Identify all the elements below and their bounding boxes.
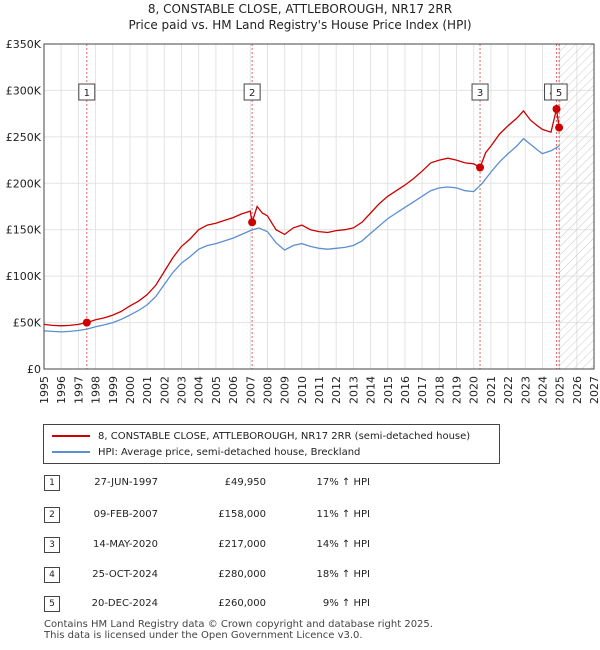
x-tick-label: 2027 [588, 376, 600, 404]
sale-label-box: 1 [78, 83, 96, 101]
x-tick-label: 2006 [227, 376, 240, 404]
sale-number-badge: 5 [44, 596, 60, 612]
sale-label-box: 5 [550, 83, 568, 101]
sale-label-box: 2 [243, 83, 261, 101]
chart-title: 8, CONSTABLE CLOSE, ATTLEBOROUGH, NR17 2… [147, 2, 453, 16]
legend-swatch-hpi [52, 451, 90, 453]
sale-point [248, 218, 257, 227]
footer-licence: This data is licensed under the Open Gov… [44, 630, 363, 641]
sale-number-badge: 4 [44, 567, 60, 583]
sale-date: 25-OCT-2024 [92, 569, 158, 580]
sale-date: 20-DEC-2024 [91, 598, 158, 609]
y-tick-label: £350K [6, 38, 42, 51]
sale-number-badge: 3 [44, 537, 60, 553]
x-tick-label: 2010 [296, 376, 309, 404]
x-tick-label: 2007 [244, 376, 257, 404]
x-tick-label: 2022 [502, 376, 515, 404]
sale-date: 09-FEB-2007 [93, 509, 158, 520]
x-tick-label: 2002 [158, 376, 171, 404]
x-tick-label: 2021 [485, 376, 498, 404]
y-tick-label: £150K [6, 224, 42, 237]
sale-label-text: 2 [249, 88, 255, 99]
x-tick-label: 2008 [261, 376, 274, 404]
x-tick-label: 2000 [124, 376, 137, 404]
sale-number-badge: 2 [44, 507, 60, 523]
sale-point [552, 105, 561, 113]
x-tick-label: 2018 [433, 376, 446, 404]
sale-point [82, 318, 91, 327]
x-tick-label: 2003 [176, 376, 189, 404]
table-row: 1 27-JUN-1997 £49,950 17% ↑ HPI [0, 474, 600, 492]
sale-label-text: 1 [84, 88, 90, 99]
sale-point [555, 123, 564, 132]
sale-price: £260,000 [218, 598, 266, 609]
plot-border [43, 43, 595, 370]
x-tick-label: 2025 [554, 376, 567, 404]
y-tick-label: £200K [6, 177, 42, 190]
sale-hpi-diff: 9% ↑ HPI [322, 598, 370, 609]
sale-hpi-diff: 11% ↑ HPI [316, 509, 370, 520]
x-tick-label: 2016 [399, 376, 412, 404]
sale-hpi-diff: 14% ↑ HPI [316, 539, 370, 550]
x-tick-label: 2020 [468, 376, 481, 404]
sale-label-text: 5 [556, 88, 562, 99]
sale-price: £280,000 [218, 569, 266, 580]
x-tick-label: 2023 [519, 376, 532, 404]
sale-label-text: 3 [477, 88, 483, 99]
price-chart: 12345 £0£50K£100K£150K£200K£250K£300K£35… [6, 38, 600, 404]
hpi-series-line [43, 137, 560, 333]
x-tick-label: 2004 [193, 376, 206, 404]
x-tick-label: 1998 [90, 376, 103, 404]
legend: 8, CONSTABLE CLOSE, ATTLEBOROUGH, NR17 2… [43, 424, 500, 464]
sale-price: £158,000 [218, 509, 266, 520]
x-tick-label: 2009 [279, 376, 292, 404]
x-tick-label: 2015 [382, 376, 395, 404]
property-series-line [43, 108, 560, 327]
x-tick-label: 2005 [210, 376, 223, 404]
legend-label-property: 8, CONSTABLE CLOSE, ATTLEBOROUGH, NR17 2… [98, 431, 471, 442]
legend-label-hpi: HPI: Average price, semi-detached house,… [98, 447, 361, 458]
y-tick-label: £300K [6, 84, 42, 97]
table-row: 3 14-MAY-2020 £217,000 14% ↑ HPI [0, 536, 600, 554]
footer-copyright: Contains HM Land Registry data © Crown c… [44, 619, 433, 630]
x-tick-label: 2019 [451, 376, 464, 404]
y-tick-label: £250K [6, 131, 42, 144]
legend-item-property: 8, CONSTABLE CLOSE, ATTLEBOROUGH, NR17 2… [52, 430, 470, 444]
legend-item-hpi: HPI: Average price, semi-detached house,… [52, 446, 360, 460]
table-row: 4 25-OCT-2024 £280,000 18% ↑ HPI [0, 566, 600, 584]
sale-date: 27-JUN-1997 [94, 477, 158, 488]
legend-swatch-property [52, 435, 90, 437]
table-row: 2 09-FEB-2007 £158,000 11% ↑ HPI [0, 506, 600, 524]
x-tick-label: 2011 [313, 376, 326, 404]
y-tick-label: £50K [13, 317, 42, 330]
y-tick-label: £100K [6, 270, 42, 283]
x-tick-label: 1997 [72, 376, 85, 404]
x-tick-label: 2026 [571, 376, 584, 404]
sale-hpi-diff: 18% ↑ HPI [316, 569, 370, 580]
x-tick-label: 2013 [347, 376, 360, 404]
sale-price: £217,000 [218, 539, 266, 550]
sale-price: £49,950 [224, 477, 266, 488]
sale-number-badge: 1 [44, 475, 60, 491]
x-tick-label: 1995 [38, 376, 51, 404]
sale-point [476, 163, 485, 172]
sale-hpi-diff: 17% ↑ HPI [316, 477, 370, 488]
table-row: 5 20-DEC-2024 £260,000 9% ↑ HPI [0, 595, 600, 613]
y-tick-label: £0 [27, 363, 41, 376]
x-tick-label: 1999 [107, 376, 120, 404]
x-tick-label: 2024 [536, 376, 549, 404]
chart-subtitle: Price paid vs. HM Land Registry's House … [128, 18, 472, 32]
sale-date: 14-MAY-2020 [92, 539, 158, 550]
x-tick-label: 2012 [330, 376, 343, 404]
sale-label-box: 3 [471, 83, 489, 101]
x-tick-label: 2001 [141, 376, 154, 404]
x-tick-label: 1996 [55, 376, 68, 404]
x-tick-label: 2014 [365, 376, 378, 404]
x-tick-label: 2017 [416, 376, 429, 404]
